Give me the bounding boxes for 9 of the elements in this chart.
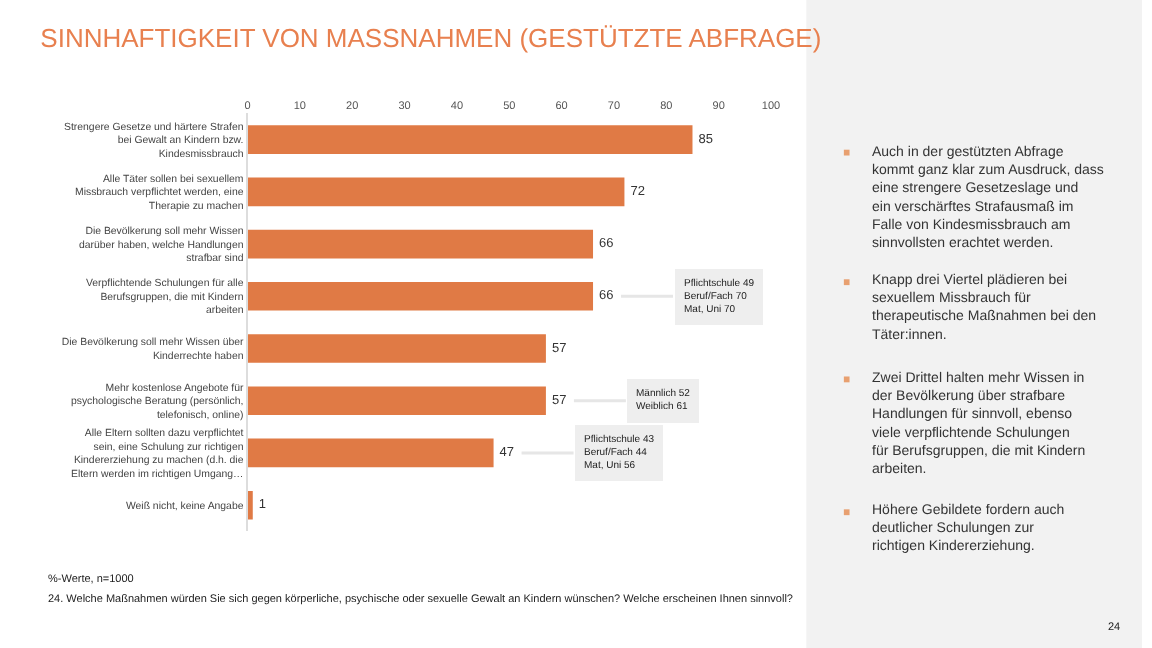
bar xyxy=(247,177,625,207)
bar xyxy=(247,281,594,311)
bar xyxy=(247,125,693,154)
bar xyxy=(247,438,494,468)
bar xyxy=(247,490,253,520)
bar xyxy=(247,229,594,259)
bar xyxy=(247,334,546,363)
bar xyxy=(247,386,546,416)
chart-title: SINNHAFTIGKEIT VON MASSNAHMEN (GESTÜTZTE ABFRAGE) xyxy=(40,23,822,54)
